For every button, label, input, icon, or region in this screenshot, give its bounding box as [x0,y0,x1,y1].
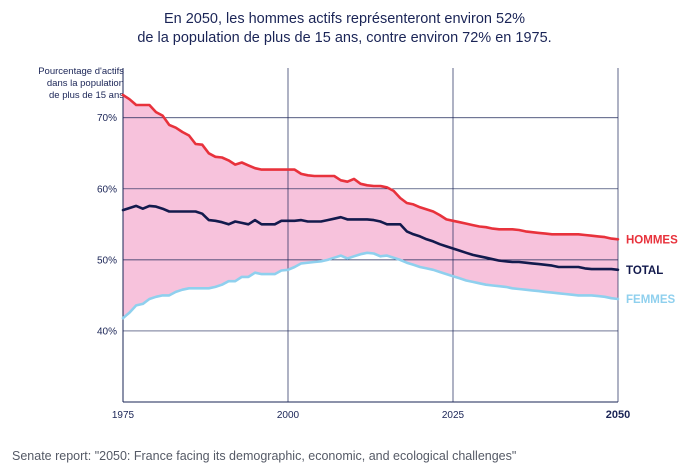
x-tick-label-2025: 2025 [442,410,465,421]
x-tick-label-1975: 1975 [112,410,135,421]
series-line-hommes [121,93,620,241]
series-line-femmes [121,251,620,320]
x-tick-label-2050: 2050 [606,409,630,421]
series-label-total: TOTAL [626,265,663,277]
chart-title-line-1: En 2050, les hommes actifs représenteron… [163,11,526,27]
y-axis-label-line-1: Pourcentage d'actifs [38,66,124,77]
chart-title: En 2050, les hommes actifs représenteron… [0,10,689,48]
series-label-hommes: HOMMES [626,234,678,246]
series-line-total [121,204,620,272]
shaded-band [123,95,618,319]
y-axis-label: Pourcentage d'actifs dans la population … [8,66,124,102]
y-tick-label-50: 50% [97,255,117,266]
source-caption: Senate report: "2050: France facing its … [12,449,517,463]
y-axis-label-line-3: de plus de 15 ans [48,90,124,101]
y-tick-label-70: 70% [97,113,117,124]
y-tick-label-40: 40% [97,326,117,337]
y-tick-label-60: 60% [97,184,117,195]
y-axis-label-line-2: dans la population [46,78,124,89]
series-label-femmes: FEMMES [626,294,676,306]
chart-title-line-2: de la population de plus de 15 ans, cont… [137,30,552,46]
x-tick-label-2000: 2000 [277,410,300,421]
